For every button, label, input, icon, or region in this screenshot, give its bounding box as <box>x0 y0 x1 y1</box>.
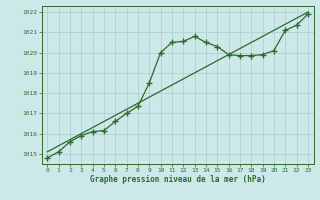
X-axis label: Graphe pression niveau de la mer (hPa): Graphe pression niveau de la mer (hPa) <box>90 175 266 184</box>
